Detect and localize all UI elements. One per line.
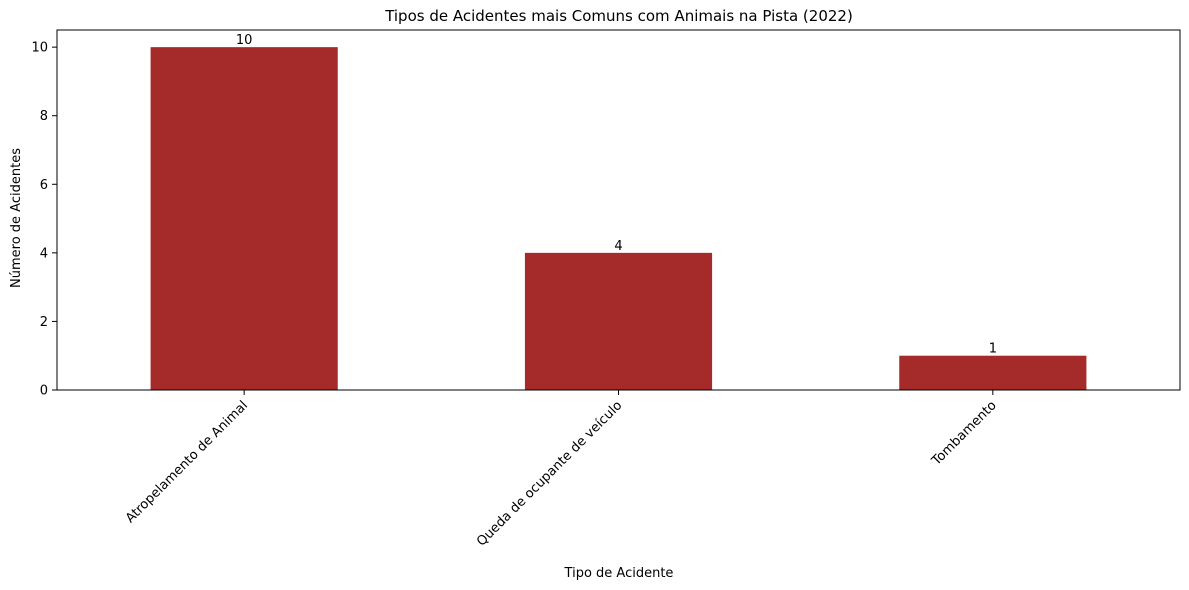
bar-value-label: 10 — [236, 33, 253, 48]
bar — [524, 252, 713, 390]
x-tick-label: Tombamento — [929, 398, 1000, 469]
y-tick-label: 4 — [40, 246, 48, 261]
bar — [150, 47, 338, 391]
plot-frame — [56, 29, 1181, 391]
x-tick-label: Queda de ocupante de veículo — [474, 398, 625, 549]
bar-value-label: 4 — [614, 239, 622, 254]
y-tick-label: 10 — [31, 41, 48, 56]
bar-value-label: 1 — [989, 342, 997, 357]
y-tick-label: 6 — [40, 178, 48, 193]
x-axis-label: Tipo de Acidente — [564, 566, 674, 581]
x-tick-label: Atropelamento de Animal — [123, 398, 251, 526]
bar — [899, 355, 1087, 390]
y-tick-label: 8 — [40, 109, 48, 124]
y-tick-label: 0 — [40, 384, 48, 399]
y-tick-label: 2 — [40, 315, 48, 330]
y-axis-label: Número de Acidentes — [9, 148, 24, 288]
chart-title: Tipos de Acidentes mais Comuns com Anima… — [384, 7, 853, 25]
